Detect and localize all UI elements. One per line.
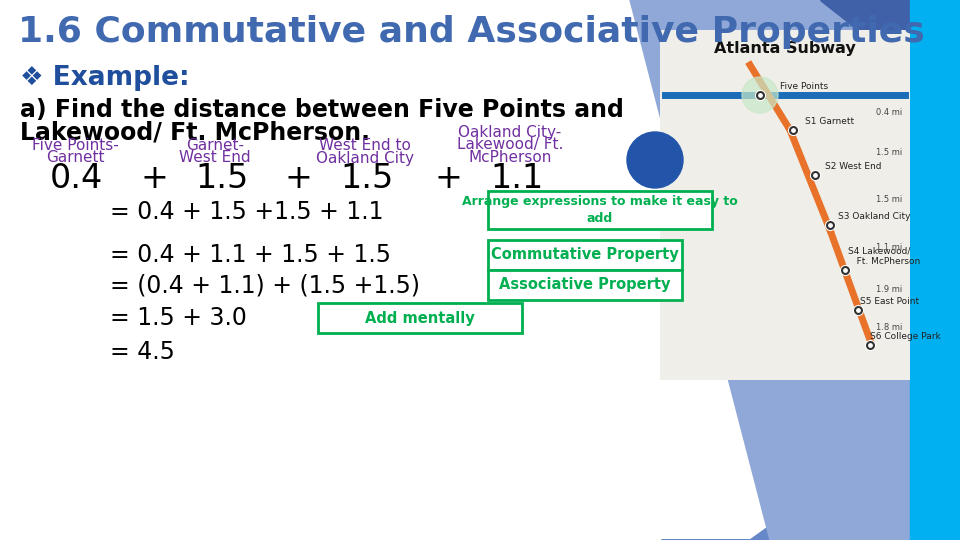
Polygon shape xyxy=(630,0,960,540)
FancyBboxPatch shape xyxy=(660,30,910,380)
Polygon shape xyxy=(0,0,660,540)
Text: 1.5 mi: 1.5 mi xyxy=(876,148,902,157)
Text: Associative Property: Associative Property xyxy=(499,278,671,293)
Text: = 4.5: = 4.5 xyxy=(110,340,175,364)
Polygon shape xyxy=(820,0,960,120)
Polygon shape xyxy=(910,0,960,540)
FancyBboxPatch shape xyxy=(488,270,682,300)
Text: 0.4 mi: 0.4 mi xyxy=(876,108,902,117)
Text: Commutative Property: Commutative Property xyxy=(492,247,679,262)
Text: 1.1: 1.1 xyxy=(490,161,543,194)
Text: = 1.5 + 3.0: = 1.5 + 3.0 xyxy=(110,306,247,330)
Polygon shape xyxy=(820,0,960,110)
FancyBboxPatch shape xyxy=(318,303,522,333)
Text: 1.5 mi: 1.5 mi xyxy=(876,195,902,205)
Polygon shape xyxy=(0,360,80,540)
Text: S3 Oakland City: S3 Oakland City xyxy=(838,212,910,221)
Text: West End to: West End to xyxy=(319,138,411,152)
Text: 1.9 mi: 1.9 mi xyxy=(876,286,902,294)
Text: +: + xyxy=(435,161,463,194)
Text: McPherson: McPherson xyxy=(468,151,552,165)
Text: Oakland City: Oakland City xyxy=(316,151,414,165)
Text: = 0.4 + 1.5 +1.5 + 1.1: = 0.4 + 1.5 +1.5 + 1.1 xyxy=(110,200,383,224)
Text: +: + xyxy=(140,161,168,194)
Text: Five Points: Five Points xyxy=(780,82,828,91)
Text: +: + xyxy=(285,161,313,194)
Text: S6 College Park: S6 College Park xyxy=(870,332,941,341)
Polygon shape xyxy=(0,420,50,540)
Text: Add mentally: Add mentally xyxy=(365,310,475,326)
Text: Oakland City-: Oakland City- xyxy=(458,125,562,139)
Text: 0.4: 0.4 xyxy=(50,161,104,194)
Text: Lakewood/ Ft. McPherson.: Lakewood/ Ft. McPherson. xyxy=(20,120,370,144)
FancyBboxPatch shape xyxy=(488,191,712,229)
Text: ❖ Example:: ❖ Example: xyxy=(20,65,190,91)
Text: 1.8 mi: 1.8 mi xyxy=(876,323,902,332)
Text: 1.5: 1.5 xyxy=(195,161,249,194)
Polygon shape xyxy=(600,390,960,540)
Text: 1.5: 1.5 xyxy=(340,161,394,194)
Text: Lakewood/ Ft.: Lakewood/ Ft. xyxy=(457,138,564,152)
FancyBboxPatch shape xyxy=(488,240,682,270)
Circle shape xyxy=(627,132,683,188)
Text: Garnett: Garnett xyxy=(46,151,105,165)
Text: a) Find the distance between Five Points and: a) Find the distance between Five Points… xyxy=(20,98,624,122)
Text: Atlanta Subway: Atlanta Subway xyxy=(714,40,856,56)
Polygon shape xyxy=(910,0,960,540)
Text: S1 Garnett: S1 Garnett xyxy=(805,117,854,126)
Text: 1.6 Commutative and Associative Properties: 1.6 Commutative and Associative Properti… xyxy=(18,15,924,49)
Circle shape xyxy=(742,77,778,113)
Polygon shape xyxy=(660,0,960,540)
Text: Arrange expressions to make it easy to
add: Arrange expressions to make it easy to a… xyxy=(462,195,738,225)
Text: West End: West End xyxy=(180,151,251,165)
Text: Garnet-: Garnet- xyxy=(186,138,244,152)
Text: S5 East Point: S5 East Point xyxy=(860,297,919,306)
Text: S2 West End: S2 West End xyxy=(825,162,881,171)
Text: = (0.4 + 1.1) + (1.5 +1.5): = (0.4 + 1.1) + (1.5 +1.5) xyxy=(110,273,420,297)
Text: 1.1 mi: 1.1 mi xyxy=(876,243,902,252)
Text: S4 Lakewood/
   Ft. McPherson: S4 Lakewood/ Ft. McPherson xyxy=(848,247,921,266)
Text: Five Points-: Five Points- xyxy=(32,138,118,152)
Text: = 0.4 + 1.1 + 1.5 + 1.5: = 0.4 + 1.1 + 1.5 + 1.5 xyxy=(110,243,391,267)
